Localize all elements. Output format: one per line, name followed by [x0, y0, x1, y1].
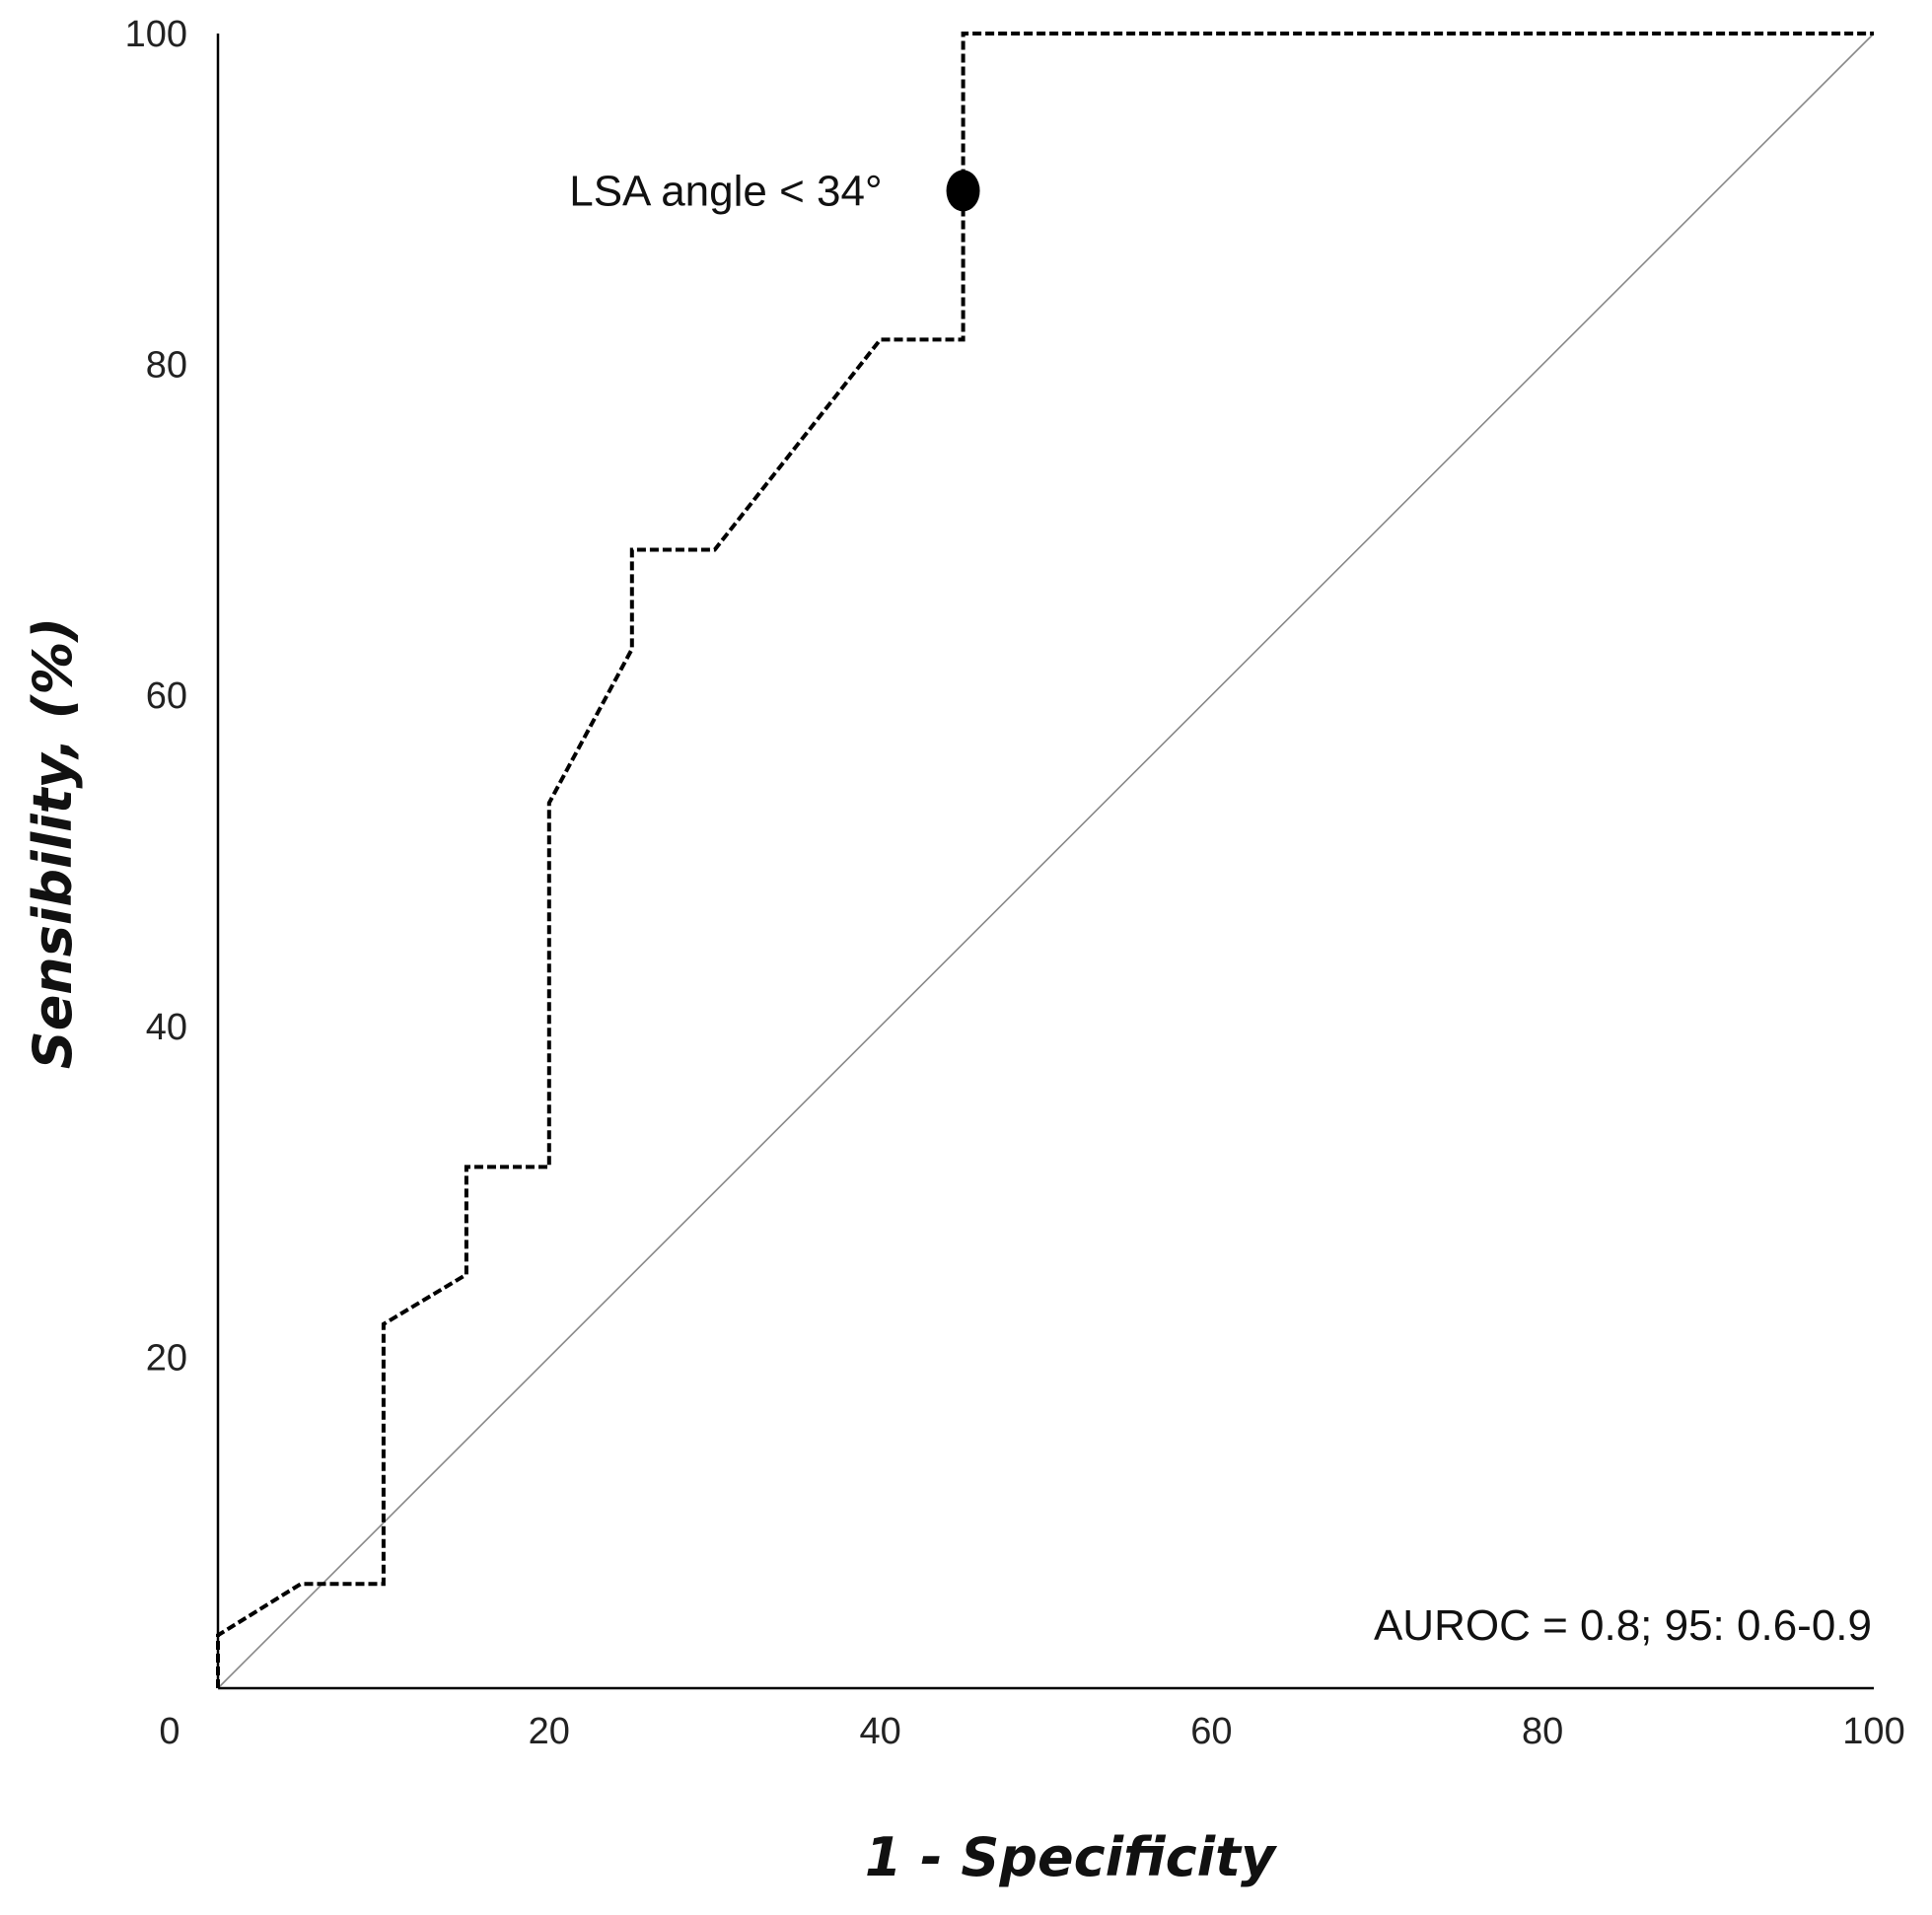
x-tick-label: 80: [1522, 1711, 1563, 1752]
y-tick-label: 40: [146, 1007, 187, 1048]
x-tick-label: 100: [1842, 1711, 1904, 1752]
y-tick-label: 60: [146, 675, 187, 717]
x-tick-label: 60: [1190, 1711, 1232, 1752]
cutoff-label: LSA angle < 34°: [569, 167, 882, 215]
cutoff-point-marker: [946, 170, 980, 212]
tick-labels-layer: 20 40 60 80 100 20 40 60 80 100: [125, 14, 1905, 1752]
y-tick-label: 100: [125, 14, 187, 55]
auroc-annotation: AUROC = 0.8; 95: 0.6-0.9: [1374, 1601, 1872, 1650]
y-axis-title: Sensibility, (%): [22, 617, 84, 1069]
roc-curve-line: [216, 32, 1874, 1688]
x-axis-title: 1 - Specificity: [865, 1826, 1278, 1888]
reference-line-layer: [217, 33, 1875, 1689]
y-tick-label: 80: [146, 345, 187, 387]
roc-curve-layer: [216, 32, 1874, 1688]
x-tick-label: 40: [859, 1711, 900, 1752]
x-tick-label: 20: [529, 1711, 570, 1752]
reference-diagonal-line: [217, 33, 1875, 1689]
y-tick-label: 20: [146, 1337, 187, 1379]
origin-label: 0: [159, 1711, 179, 1752]
